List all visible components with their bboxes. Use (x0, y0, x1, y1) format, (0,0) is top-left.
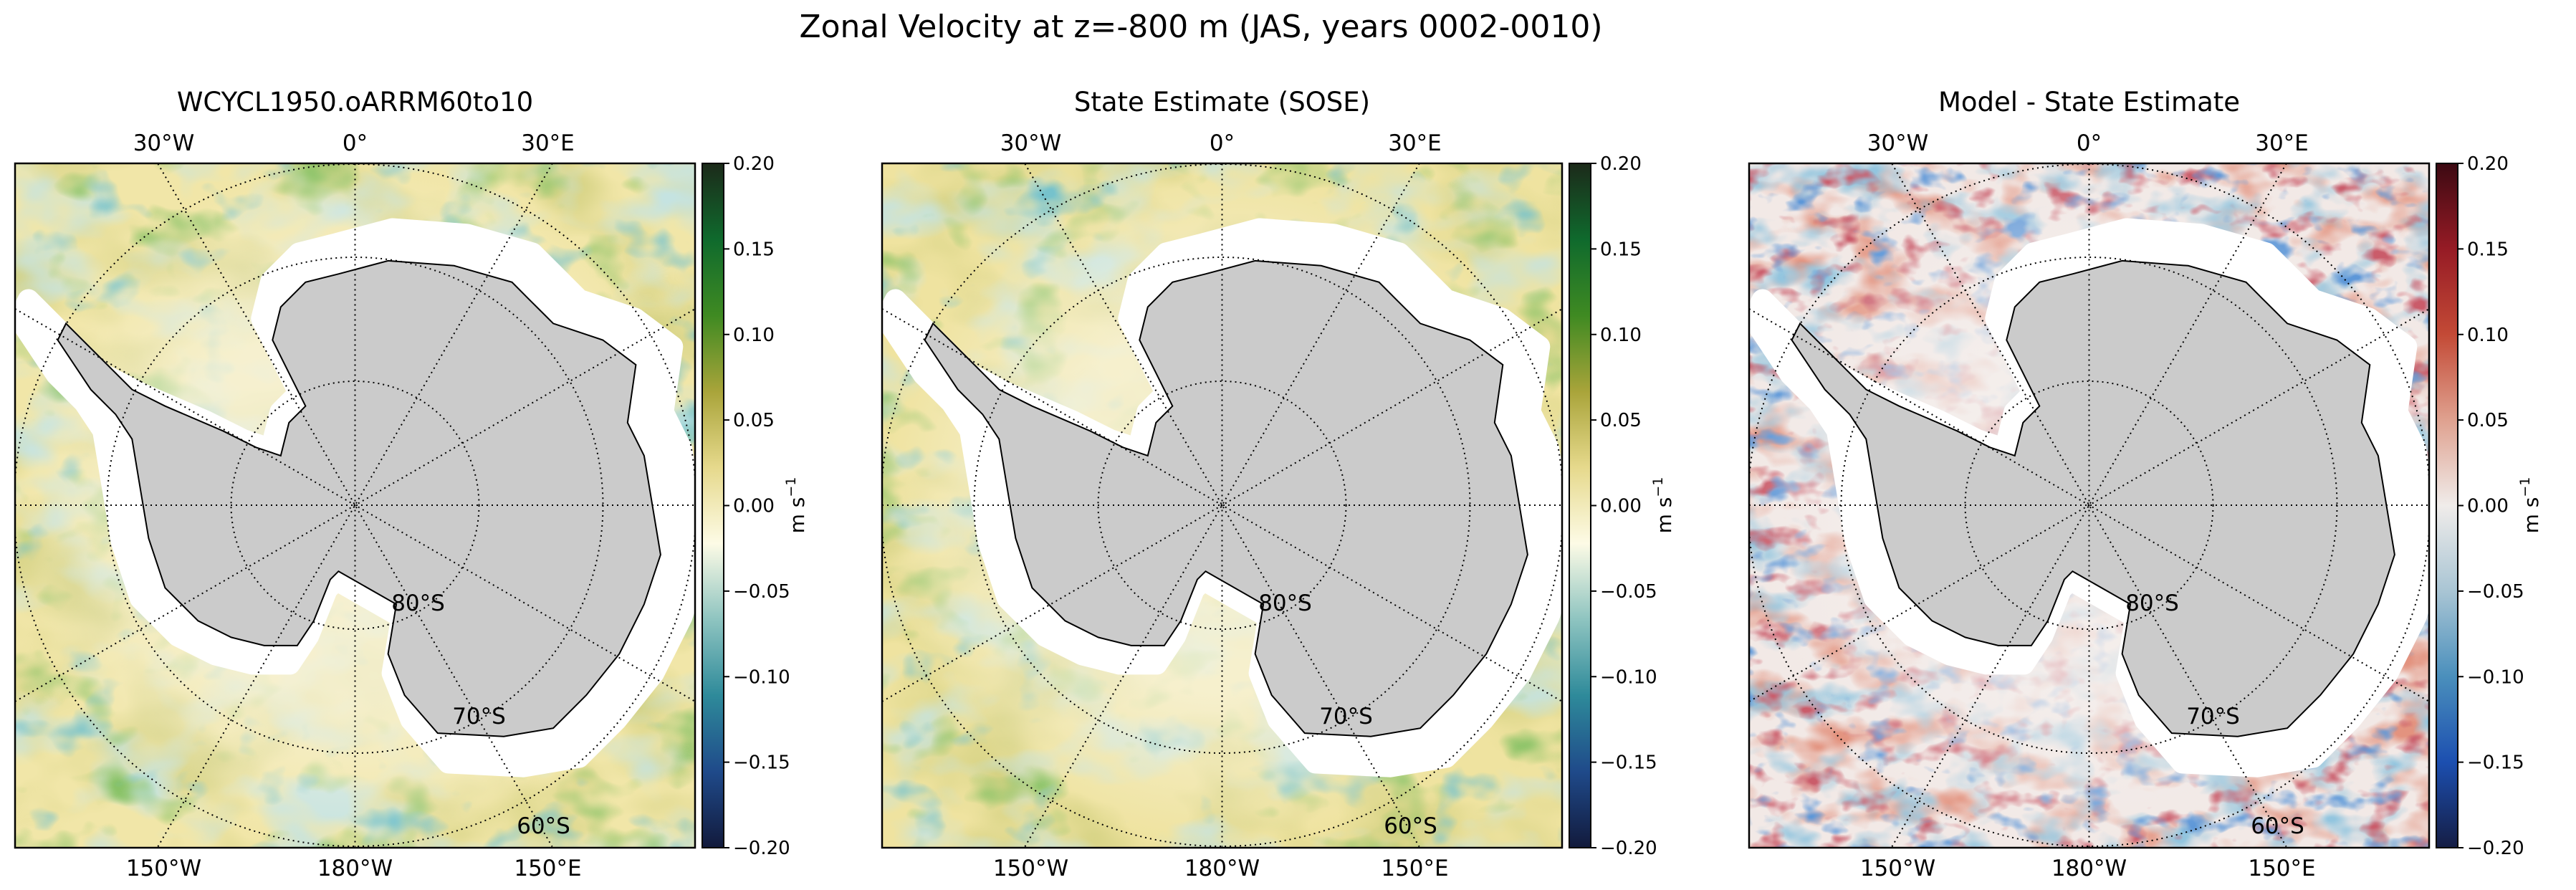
longitude-label-top: 30°W (1000, 130, 1062, 156)
velocity-field (1749, 163, 2429, 848)
latitude-label: 80°S (391, 590, 445, 616)
map-frame (1748, 162, 2431, 849)
longitude-label-bottom: 150°W (126, 856, 201, 881)
colorbar-tick-label: 0.10 (733, 325, 775, 346)
longitude-label-bottom: 180°W (317, 856, 393, 881)
colorbar-gradient (2436, 163, 2458, 848)
colorbar-tick-label: 0.10 (2467, 325, 2509, 346)
colorbar-tick-label: −0.05 (1600, 581, 1657, 603)
graticule (882, 163, 1562, 848)
longitude-label-top: 30°E (2255, 130, 2309, 156)
colorbar-label: m s−1 (783, 477, 809, 534)
colorbar-tick-label: −0.15 (733, 752, 790, 774)
figure-suptitle: Zonal Velocity at z=-800 m (JAS, years 0… (799, 9, 1602, 45)
panel-title: WCYCL1950.oARRM60to10 (177, 87, 533, 118)
colorbar-tick-label: 0.15 (2467, 239, 2509, 260)
colorbar-tick-label: −0.10 (1600, 666, 1657, 688)
colorbar-tick-label: −0.05 (733, 581, 790, 603)
meridian-line (1024, 163, 1420, 848)
colorbar: 0.20 0.15 0.10 0.05 0.00 −0.05 −0.10 −0.15 −0.20… (2436, 153, 2543, 859)
colorbar: 0.20 0.15 0.10 0.05 0.00 −0.05 −0.10 −0.15 −0.20… (702, 153, 809, 859)
colorbar: 0.20 0.15 0.10 0.05 0.00 −0.05 −0.10 −0.15 −0.20… (1569, 153, 1676, 859)
longitude-label-bottom: 150°E (1381, 856, 1448, 881)
longitude-label-top: 0° (343, 130, 368, 156)
latitude-label: 70°S (452, 704, 506, 729)
longitude-label-top: 30°E (1388, 130, 1442, 156)
meridian-line (157, 163, 553, 848)
colorbar-tick-label: 0.00 (733, 496, 775, 517)
panel-title: Model - State Estimate (1938, 87, 2240, 118)
map-frame (14, 162, 696, 849)
longitude-label-top: 0° (2077, 130, 2102, 156)
longitude-label-top: 30°E (521, 130, 575, 156)
panel-3: Model - State Estimate 30°W 0° 30°E 150°W 180… (1748, 87, 2543, 881)
colorbar-tick-label: 0.15 (1600, 239, 1642, 260)
colorbar-gradient (1569, 163, 1591, 848)
map-frame (881, 162, 1564, 849)
colorbar-label: m s−1 (1650, 477, 1676, 534)
panel-2: State Estimate (SOSE) 30°W 0° 30°E 150°W 180°… (881, 87, 1676, 881)
latitude-label: 60°S (517, 813, 570, 839)
colorbar-tick-label: 0.10 (1600, 325, 1642, 346)
longitude-label-bottom: 150°W (993, 856, 1068, 881)
longitude-label-top: 0° (1210, 130, 1235, 156)
meridian-line (1749, 308, 2429, 702)
meridian-line (15, 308, 695, 702)
latitude-label: 80°S (1258, 590, 1312, 616)
graticule (15, 163, 695, 848)
colorbar-tick-label: −0.05 (2467, 581, 2524, 603)
colorbar-tick-label: −0.20 (2467, 838, 2524, 859)
colorbar-tick-label: 0.20 (1600, 153, 1642, 175)
latitude-label: 60°S (1384, 813, 1437, 839)
longitude-label-bottom: 150°E (2248, 856, 2315, 881)
colorbar-tick-label: −0.10 (2467, 666, 2524, 688)
latitude-label: 70°S (1319, 704, 1373, 729)
latitude-circle (1964, 381, 2214, 630)
colorbar-tick-label: 0.15 (733, 239, 775, 260)
colorbar-tick-label: 0.05 (733, 410, 775, 431)
colorbar-tick-label: 0.00 (2467, 496, 2509, 517)
panel-title: State Estimate (SOSE) (1074, 87, 1370, 118)
longitude-label-bottom: 180°W (1184, 856, 1260, 881)
graticule (1749, 163, 2429, 848)
colorbar-tick-label: 0.05 (2467, 410, 2509, 431)
colorbar-tick-label: −0.20 (1600, 838, 1657, 859)
colorbar-tick-label: −0.10 (733, 666, 790, 688)
panel-1: WCYCL1950.oARRM60to10 30°W 0° 30°E 150°W 180°… (14, 87, 809, 881)
colorbar-tick-label: −0.15 (1600, 752, 1657, 774)
colorbar-tick-label: 0.20 (733, 153, 775, 175)
meridian-line (882, 308, 1562, 702)
latitude-circle (230, 381, 480, 630)
meridian-line (157, 163, 553, 848)
longitude-label-top: 30°W (1867, 130, 1929, 156)
colorbar-tick-label: −0.20 (733, 838, 790, 859)
latitude-label: 80°S (2125, 590, 2179, 616)
longitude-label-bottom: 150°W (1860, 856, 1935, 881)
meridian-line (1891, 163, 2287, 848)
latitude-circle (1097, 381, 1347, 630)
colorbar-tick-label: −0.15 (2467, 752, 2524, 774)
colorbar-gradient (702, 163, 724, 848)
longitude-label-top: 30°W (133, 130, 195, 156)
colorbar-label: m s−1 (2517, 477, 2543, 534)
longitude-label-bottom: 150°E (514, 856, 581, 881)
meridian-line (1891, 163, 2287, 848)
meridian-line (1024, 163, 1420, 848)
latitude-label: 60°S (2251, 813, 2304, 839)
velocity-field (882, 163, 1562, 848)
colorbar-tick-label: 0.20 (2467, 153, 2509, 175)
latitude-label: 70°S (2186, 704, 2240, 729)
longitude-label-bottom: 180°W (2051, 856, 2127, 881)
colorbar-tick-label: 0.00 (1600, 496, 1642, 517)
colorbar-tick-label: 0.05 (1600, 410, 1642, 431)
